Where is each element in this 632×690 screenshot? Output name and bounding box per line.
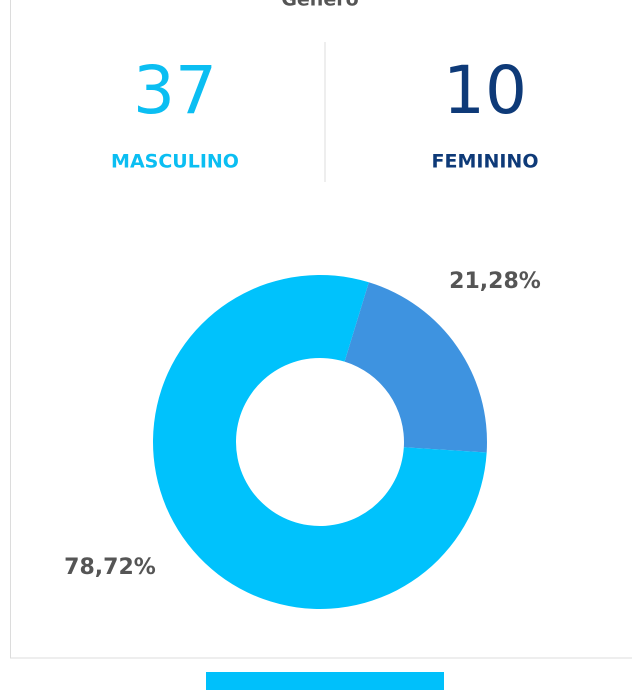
stat-label: MASCULINO	[111, 151, 239, 173]
value-label: 21,28%	[449, 269, 541, 294]
stat-label: FEMININO	[432, 151, 539, 173]
donut-segment	[344, 282, 487, 453]
title: Gênero	[281, 0, 358, 11]
stat-value: 10	[443, 52, 527, 129]
donut-segment	[153, 275, 487, 609]
value-label: 78,72%	[64, 555, 156, 580]
footer-bar	[206, 672, 444, 690]
stat-value: 37	[133, 52, 217, 129]
